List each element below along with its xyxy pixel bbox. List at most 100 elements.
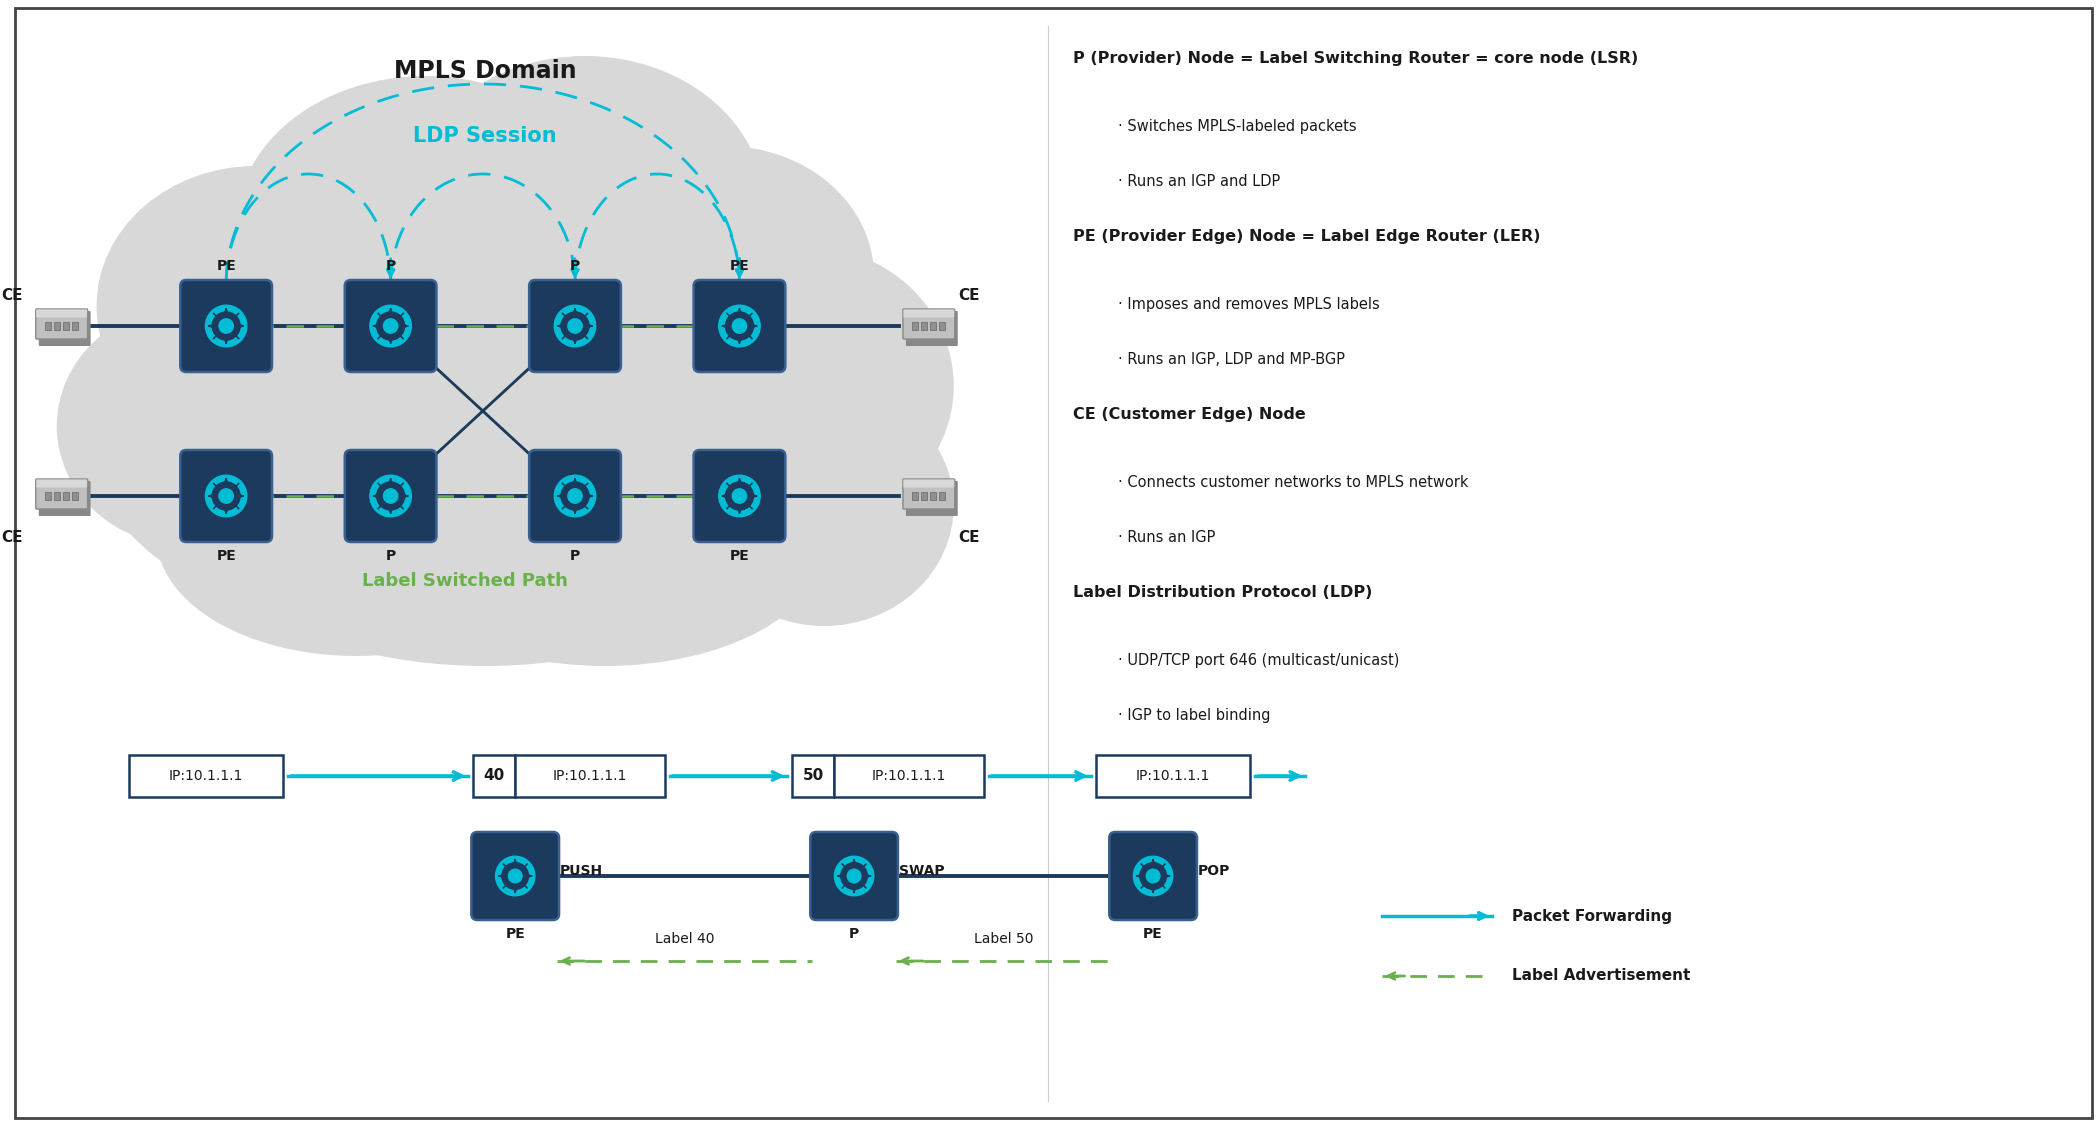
Text: PE: PE xyxy=(506,927,525,941)
Ellipse shape xyxy=(86,245,525,606)
Text: · UDP/TCP port 646 (multicast/unicast): · UDP/TCP port 646 (multicast/unicast) xyxy=(1117,653,1399,668)
FancyBboxPatch shape xyxy=(36,480,86,488)
Bar xyxy=(44,492,50,500)
Circle shape xyxy=(1147,869,1159,883)
Ellipse shape xyxy=(445,245,884,606)
FancyBboxPatch shape xyxy=(36,310,86,318)
FancyBboxPatch shape xyxy=(903,309,956,339)
Bar xyxy=(922,322,926,330)
Text: PE: PE xyxy=(729,259,750,272)
Circle shape xyxy=(718,305,760,347)
Text: Label Switched Path: Label Switched Path xyxy=(363,572,569,590)
Bar xyxy=(939,492,945,500)
Circle shape xyxy=(554,475,596,517)
Text: PE: PE xyxy=(729,549,750,563)
Circle shape xyxy=(567,489,582,503)
Text: IP:10.1.1.1: IP:10.1.1.1 xyxy=(168,769,244,783)
FancyBboxPatch shape xyxy=(811,832,899,920)
Circle shape xyxy=(376,482,405,510)
Circle shape xyxy=(384,319,397,333)
Bar xyxy=(71,492,78,500)
FancyBboxPatch shape xyxy=(344,450,437,542)
Text: IP:10.1.1.1: IP:10.1.1.1 xyxy=(552,769,628,783)
Text: P: P xyxy=(386,549,395,563)
Text: CE: CE xyxy=(958,530,979,545)
Bar xyxy=(792,756,834,797)
Bar xyxy=(1096,756,1250,797)
Ellipse shape xyxy=(386,426,823,665)
Circle shape xyxy=(370,305,412,347)
Ellipse shape xyxy=(57,306,315,546)
FancyBboxPatch shape xyxy=(693,280,785,372)
FancyBboxPatch shape xyxy=(36,309,88,339)
Circle shape xyxy=(508,869,523,883)
Bar xyxy=(63,322,69,330)
Text: P (Provider) Node = Label Switching Router = core node (LSR): P (Provider) Node = Label Switching Rout… xyxy=(1073,51,1638,66)
Text: · Imposes and removes MPLS labels: · Imposes and removes MPLS labels xyxy=(1117,297,1380,312)
Circle shape xyxy=(840,863,867,890)
Text: 40: 40 xyxy=(483,769,504,784)
Circle shape xyxy=(376,312,405,340)
Text: · Connects customer networks to MPLS network: · Connects customer networks to MPLS net… xyxy=(1117,475,1468,490)
Text: PUSH: PUSH xyxy=(561,864,603,878)
Circle shape xyxy=(212,312,239,340)
FancyBboxPatch shape xyxy=(693,450,785,542)
Text: · Runs an IGP: · Runs an IGP xyxy=(1117,530,1216,545)
Text: PE: PE xyxy=(1142,927,1163,941)
Circle shape xyxy=(846,869,861,883)
Text: IP:10.1.1.1: IP:10.1.1.1 xyxy=(1136,769,1210,783)
Text: MPLS Domain: MPLS Domain xyxy=(395,59,578,83)
FancyBboxPatch shape xyxy=(1109,832,1197,920)
FancyBboxPatch shape xyxy=(181,450,273,542)
Circle shape xyxy=(834,856,874,896)
FancyBboxPatch shape xyxy=(38,311,90,346)
Text: POP: POP xyxy=(1197,864,1231,878)
FancyBboxPatch shape xyxy=(38,481,90,516)
Circle shape xyxy=(567,319,582,333)
Circle shape xyxy=(718,475,760,517)
Text: Packet Forwarding: Packet Forwarding xyxy=(1512,909,1672,923)
Bar xyxy=(128,756,284,797)
FancyBboxPatch shape xyxy=(529,280,622,372)
Text: PE: PE xyxy=(216,549,235,563)
Ellipse shape xyxy=(695,386,953,626)
Bar xyxy=(834,756,983,797)
Text: Label 40: Label 40 xyxy=(655,932,714,946)
Circle shape xyxy=(561,312,588,340)
Circle shape xyxy=(384,489,397,503)
FancyBboxPatch shape xyxy=(905,481,958,516)
Text: P: P xyxy=(569,549,580,563)
Text: · Runs an IGP, LDP and MP-BGP: · Runs an IGP, LDP and MP-BGP xyxy=(1117,352,1346,367)
FancyBboxPatch shape xyxy=(470,832,559,920)
Text: Label Distribution Protocol (LDP): Label Distribution Protocol (LDP) xyxy=(1073,586,1373,600)
Ellipse shape xyxy=(97,166,416,446)
FancyBboxPatch shape xyxy=(36,479,88,509)
Bar xyxy=(472,756,514,797)
Bar xyxy=(71,322,78,330)
Text: IP:10.1.1.1: IP:10.1.1.1 xyxy=(872,769,947,783)
Circle shape xyxy=(733,489,748,503)
Bar xyxy=(911,492,918,500)
Circle shape xyxy=(206,305,248,347)
Circle shape xyxy=(218,489,233,503)
Text: P: P xyxy=(848,927,859,941)
Bar xyxy=(514,756,666,797)
Circle shape xyxy=(724,482,754,510)
Bar xyxy=(911,322,918,330)
Text: · Runs an IGP and LDP: · Runs an IGP and LDP xyxy=(1117,175,1281,189)
Bar xyxy=(63,492,69,500)
Circle shape xyxy=(1134,856,1172,896)
Circle shape xyxy=(1140,863,1166,890)
Text: PE: PE xyxy=(216,259,235,272)
Text: SWAP: SWAP xyxy=(899,864,945,878)
Text: 50: 50 xyxy=(802,769,823,784)
Text: CE (Customer Edge) Node: CE (Customer Edge) Node xyxy=(1073,406,1306,422)
Bar xyxy=(939,322,945,330)
FancyBboxPatch shape xyxy=(903,310,953,318)
Bar xyxy=(930,322,937,330)
Ellipse shape xyxy=(235,75,615,376)
Bar xyxy=(922,492,926,500)
Text: · IGP to label binding: · IGP to label binding xyxy=(1117,708,1270,723)
Bar xyxy=(44,322,50,330)
Ellipse shape xyxy=(405,56,764,356)
